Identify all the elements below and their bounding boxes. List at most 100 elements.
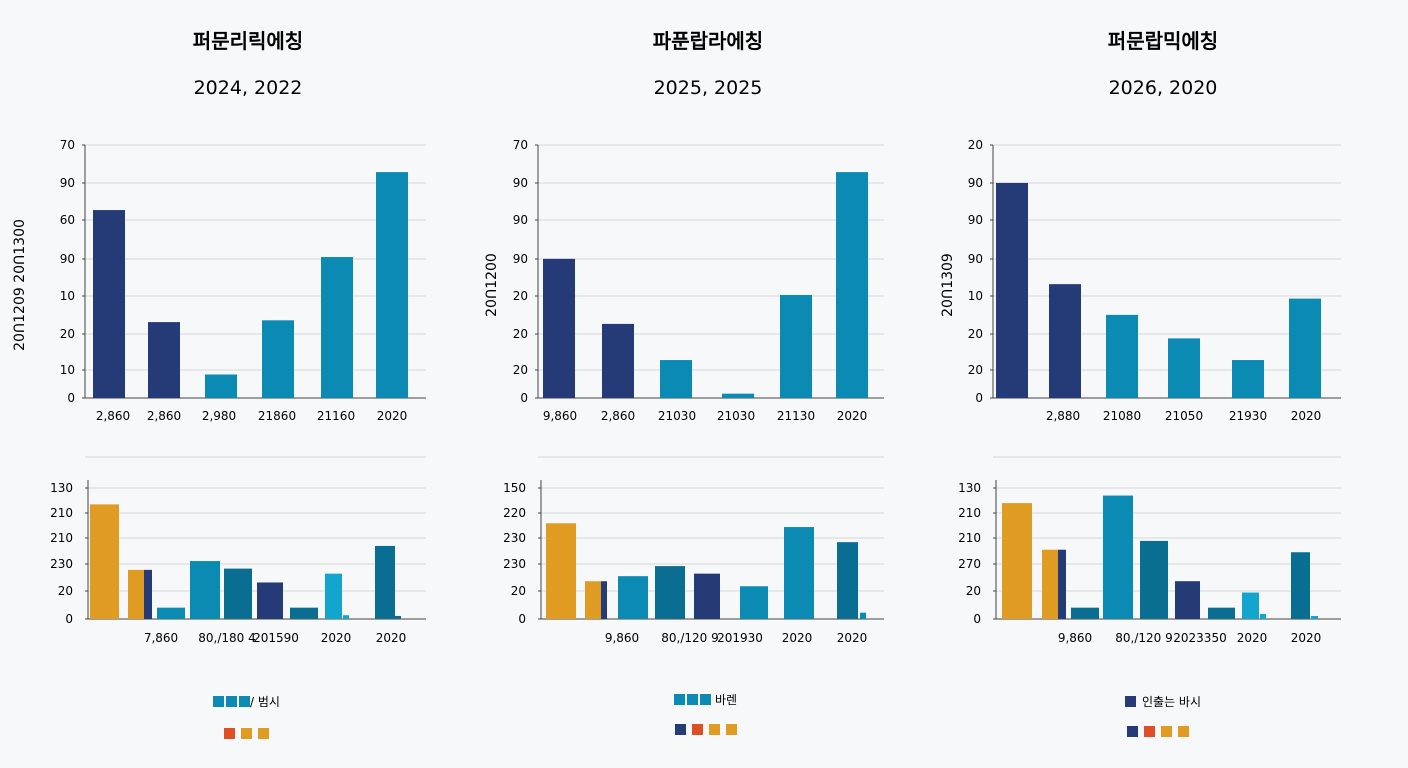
x-tick-label: 201930 bbox=[717, 631, 763, 645]
chart-subtitle: 2025, 2025 bbox=[654, 77, 763, 99]
x-tick-label: 9,860 bbox=[605, 631, 639, 645]
bar bbox=[660, 360, 692, 398]
bar bbox=[128, 569, 144, 619]
x-tick-label: 2,860 bbox=[601, 409, 635, 423]
legend-swatch bbox=[1127, 726, 1138, 737]
x-tick-label: 21050 bbox=[1165, 409, 1203, 423]
y-tick-label: 20 bbox=[511, 584, 526, 598]
y-tick-label: 20 bbox=[513, 363, 528, 377]
legend-label: 바렌 bbox=[715, 693, 737, 707]
y-tick-label: 220 bbox=[503, 506, 526, 520]
legend-swatch bbox=[226, 696, 237, 707]
legend-swatch bbox=[258, 728, 269, 739]
y-tick-label: 270 bbox=[958, 557, 981, 571]
legend-swatch bbox=[239, 696, 250, 707]
y-tick-label: 70 bbox=[513, 138, 528, 152]
x-tick-label: 21930 bbox=[1229, 409, 1267, 423]
y-tick-label: 70 bbox=[60, 138, 75, 152]
bar bbox=[1071, 607, 1099, 619]
bar bbox=[602, 323, 634, 398]
bar bbox=[1232, 360, 1264, 398]
bar bbox=[1106, 314, 1138, 398]
y-axis-label: 20ᑎ1200 bbox=[484, 253, 500, 317]
legend-swatch bbox=[1178, 726, 1189, 737]
bar bbox=[262, 320, 294, 398]
y-tick-label: 20 bbox=[968, 363, 983, 377]
bar bbox=[144, 569, 152, 619]
y-tick-label: 20 bbox=[513, 289, 528, 303]
y-tick-label: 20 bbox=[966, 584, 981, 598]
x-tick-label: 2020 bbox=[321, 631, 352, 645]
x-tick-label: 201590 bbox=[253, 631, 299, 645]
y-axis-label: 20ᑎ1309 bbox=[940, 253, 956, 317]
y-tick-label: 90 bbox=[968, 213, 983, 227]
y-tick-label: 210 bbox=[958, 506, 981, 520]
bar bbox=[343, 615, 349, 619]
y-tick-label: 20 bbox=[968, 138, 983, 152]
y-tick-label: 130 bbox=[50, 481, 73, 495]
bar bbox=[90, 504, 119, 619]
x-tick-label: 2,860 bbox=[147, 409, 181, 423]
y-tick-label: 210 bbox=[50, 506, 73, 520]
x-tick-label: 2020 bbox=[837, 631, 868, 645]
y-tick-label: 210 bbox=[958, 531, 981, 545]
x-tick-label: 2020 bbox=[837, 409, 868, 423]
bar bbox=[1175, 581, 1200, 619]
bar bbox=[321, 257, 353, 398]
bar bbox=[157, 607, 185, 619]
x-tick-label: 2,980 bbox=[202, 409, 236, 423]
y-tick-label: 0 bbox=[973, 612, 981, 626]
y-tick-label: 230 bbox=[50, 557, 73, 571]
y-tick-label: 150 bbox=[503, 481, 526, 495]
bar bbox=[655, 566, 685, 619]
x-tick-label: 2,880 bbox=[1046, 409, 1080, 423]
y-axis-label: 20ᑎ1209 20ᑎ1300 bbox=[12, 219, 28, 351]
legend-swatch bbox=[1125, 696, 1136, 707]
chart-subtitle: 2026, 2020 bbox=[1109, 77, 1218, 99]
y-tick-label: 10 bbox=[60, 363, 75, 377]
x-tick-label: 21130 bbox=[777, 409, 815, 423]
y-tick-label: 0 bbox=[65, 612, 73, 626]
chart-title: 퍼문랍믹에칭 bbox=[1108, 29, 1218, 53]
bar bbox=[1311, 615, 1318, 619]
y-tick-label: 0 bbox=[520, 391, 528, 405]
y-tick-label: 90 bbox=[968, 176, 983, 190]
bar bbox=[394, 615, 401, 619]
bar bbox=[740, 586, 768, 619]
x-tick-label: 2020 bbox=[377, 409, 408, 423]
y-tick-label: 60 bbox=[60, 213, 75, 227]
bar bbox=[325, 573, 342, 619]
x-tick-label: 21030 bbox=[717, 409, 755, 423]
bar bbox=[1289, 298, 1321, 398]
x-tick-label: 2020 bbox=[376, 631, 407, 645]
bar bbox=[376, 172, 408, 398]
x-tick-label: 2020 bbox=[1237, 631, 1268, 645]
bar bbox=[1103, 495, 1133, 619]
y-tick-label: 90 bbox=[60, 252, 75, 266]
bar bbox=[257, 582, 283, 619]
bar bbox=[1291, 552, 1310, 619]
legend-swatch bbox=[1144, 726, 1155, 737]
x-tick-label: 2,860 bbox=[96, 409, 130, 423]
bar bbox=[585, 581, 601, 619]
bar bbox=[996, 182, 1028, 398]
y-tick-label: 90 bbox=[60, 176, 75, 190]
y-tick-label: 90 bbox=[513, 252, 528, 266]
y-tick-label: 230 bbox=[503, 531, 526, 545]
bar bbox=[694, 573, 720, 619]
x-tick-label: 2020 bbox=[1291, 631, 1322, 645]
bar bbox=[780, 294, 812, 398]
bar bbox=[1002, 503, 1032, 619]
y-tick-label: 20 bbox=[513, 327, 528, 341]
legend-swatch bbox=[675, 724, 686, 735]
x-tick-label: 80,/120 9 bbox=[1115, 631, 1172, 645]
bar bbox=[1058, 549, 1066, 619]
bar bbox=[546, 523, 576, 619]
legend-swatch bbox=[700, 694, 711, 705]
bar bbox=[860, 612, 866, 619]
y-tick-label: 0 bbox=[518, 612, 526, 626]
y-tick-label: 0 bbox=[67, 391, 75, 405]
chart-panel-3: 퍼문랍믹에칭 2026, 2020 20ᑎ1309 인출는 바시 20 90 90 9… bbox=[940, 29, 1341, 737]
x-tick-label: 80,/180 4 bbox=[198, 631, 255, 645]
y-tick-label: 0 bbox=[975, 391, 983, 405]
